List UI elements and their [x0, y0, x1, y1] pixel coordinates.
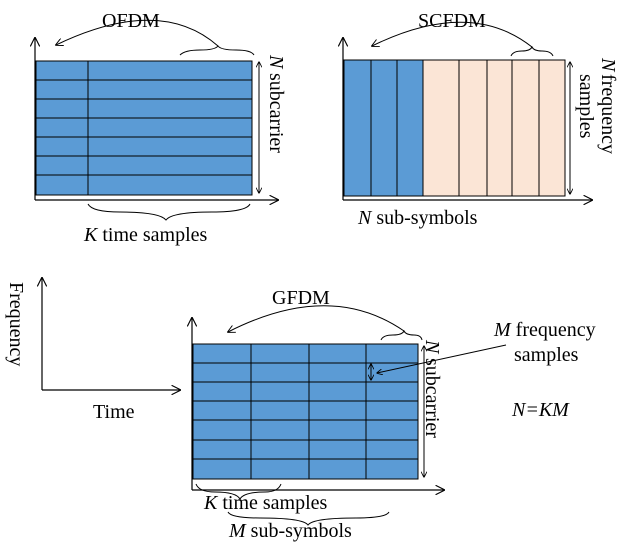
svg-text:frequency: frequency: [597, 74, 619, 154]
gfdm-m-pointer: [377, 344, 507, 373]
scfdm-side-label-2: samples: [575, 74, 597, 139]
gfdm-bottom-brace-m: [227, 511, 390, 526]
ofdm-top-brace: [179, 45, 255, 56]
ofdm-grid-fill: [35, 60, 253, 196]
ofdm-grid: [35, 60, 253, 196]
gfdm-bottom-brace-k: [195, 483, 282, 501]
svg-text:subcarrier: subcarrier: [421, 358, 443, 438]
ofdm-title: OFDM: [102, 10, 160, 32]
gfdm-top-brace: [380, 329, 423, 341]
svg-text:N: N: [421, 339, 443, 355]
gfdm-shift-arrow: [228, 305, 405, 332]
ofdm-bottom-brace: [87, 203, 251, 221]
scfdm-top-brace: [510, 45, 554, 57]
gfdm-bottom-k-label: K time samples: [203, 492, 328, 514]
scfdm-blue-block: [343, 59, 424, 197]
scfdm-grid: [343, 59, 566, 197]
gfdm-grid: [192, 343, 419, 480]
gfdm-m-label: M frequency: [493, 319, 596, 341]
gfdm-grid-fill: [192, 343, 419, 480]
scfdm-shift-arrow: [372, 21, 533, 48]
scfdm-side-label: N frequency: [597, 57, 619, 154]
scfdm-title: SCFDM: [418, 10, 486, 32]
ofdm-panel: OFDM N subcarrier K time samples: [35, 10, 287, 246]
gfdm-panel: GFDM N subcarrier M frequency samples N=…: [192, 287, 596, 542]
scfdm-bottom-label: N sub-symbols: [357, 207, 478, 229]
gfdm-bottom-m-label: M sub-symbols: [228, 520, 352, 542]
svg-text:N: N: [597, 57, 619, 73]
ofdm-shift-arrow: [56, 19, 219, 47]
scfdm-panel: SCFDM N frequency samples N sub-symbols: [343, 10, 619, 229]
svg-text:subcarrier: subcarrier: [265, 73, 287, 153]
ofdm-bottom-label: K time samples: [83, 224, 208, 246]
scfdm-peach-block: [422, 59, 566, 197]
time-label: Time: [93, 401, 135, 423]
ofdm-side-label: N subcarrier: [265, 54, 287, 153]
gfdm-side-label: N subcarrier: [421, 339, 443, 438]
gfdm-title: GFDM: [272, 287, 330, 309]
frequency-label: Frequency: [5, 282, 27, 366]
axes-legend: Frequency Time: [5, 278, 180, 423]
svg-text:N: N: [265, 54, 287, 70]
gfdm-equation: N=KM: [511, 399, 570, 421]
gfdm-m-label-2: samples: [514, 344, 579, 366]
